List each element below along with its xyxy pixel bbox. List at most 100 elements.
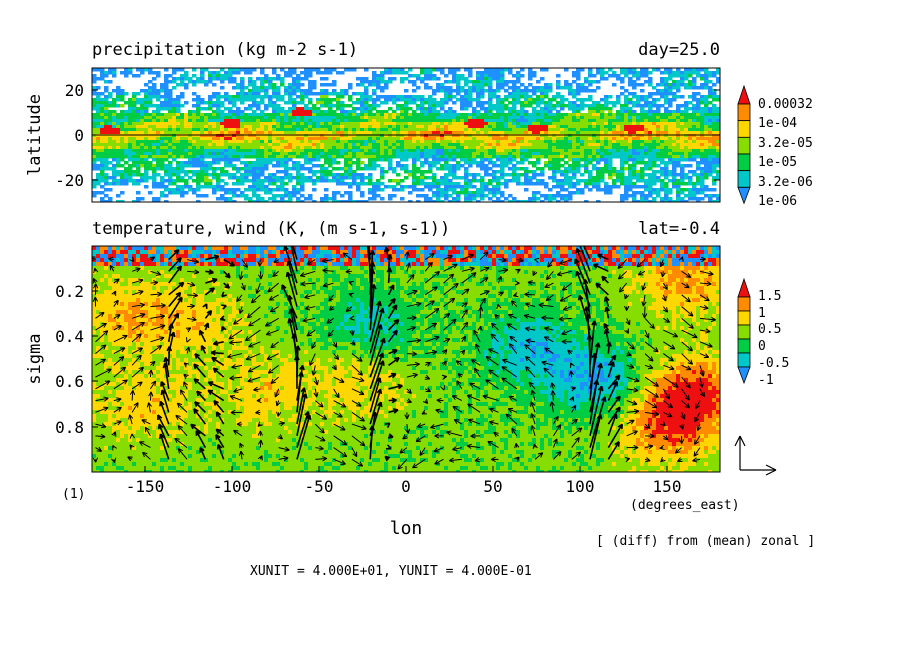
precip-cell <box>652 131 657 135</box>
precip-cell <box>368 146 373 150</box>
precip-cell <box>148 191 153 195</box>
precip-cell <box>292 80 297 84</box>
precip-cell <box>444 158 449 162</box>
precip-cell <box>356 176 361 180</box>
precip-cell <box>684 125 689 129</box>
precip-cell <box>564 161 569 165</box>
precip-cell <box>176 107 181 111</box>
precip-cell <box>228 173 233 177</box>
precip-cell <box>540 155 545 159</box>
precip-cell <box>352 176 357 180</box>
precip-cell <box>608 176 613 180</box>
precip-cell <box>240 152 245 156</box>
precip-cell <box>140 140 145 144</box>
precip-cell <box>344 176 349 180</box>
precip-cell <box>512 167 517 171</box>
precip-cell <box>588 158 593 162</box>
precip-cell <box>512 95 517 99</box>
precip-cell <box>352 110 357 114</box>
precip-cell <box>368 98 373 102</box>
precip-cell <box>196 146 201 150</box>
precip-cell <box>324 188 329 192</box>
precip-cell <box>620 167 625 171</box>
precip-cell <box>196 113 201 117</box>
precip-cell <box>592 134 597 138</box>
precip-cell <box>464 125 469 129</box>
precip-cell <box>440 89 445 93</box>
precip-cell <box>488 167 493 171</box>
precip-cell <box>452 152 457 156</box>
precip-cell <box>312 164 317 168</box>
precip-cell <box>300 128 305 132</box>
precip-cell <box>536 140 541 144</box>
precip-cell <box>708 74 713 78</box>
precip-cell <box>488 119 493 123</box>
precip-cell <box>604 77 609 81</box>
precip-cell <box>200 158 205 162</box>
precip-cell <box>116 152 121 156</box>
precip-cell <box>596 113 601 117</box>
precip-cell <box>176 191 181 195</box>
precip-cell <box>492 71 497 75</box>
precip-cell <box>576 116 581 120</box>
precip-cell <box>424 77 429 81</box>
precip-cell <box>308 176 313 180</box>
precip-cell <box>164 89 169 93</box>
precip-cell <box>400 149 405 153</box>
precip-cell <box>292 113 297 117</box>
precip-cell <box>660 119 665 123</box>
precip-cell <box>700 101 705 105</box>
precip-cell <box>200 98 205 102</box>
precip-cell <box>584 182 589 186</box>
precip-cell <box>624 68 629 72</box>
precip-cell <box>252 125 257 129</box>
precip-cell <box>188 125 193 129</box>
precip-cell <box>148 116 153 120</box>
precip-cell <box>356 116 361 120</box>
precip-cell <box>248 152 253 156</box>
precip-cell <box>320 95 325 99</box>
precip-cell <box>232 77 237 81</box>
precip-cell <box>536 95 541 99</box>
precip-cell <box>448 167 453 171</box>
precip-cell <box>216 179 221 183</box>
precip-cell <box>688 140 693 144</box>
precip-cell <box>324 143 329 147</box>
precip-cell <box>252 140 257 144</box>
precip-cell <box>224 149 229 153</box>
precip-cell <box>684 149 689 153</box>
precip-cell <box>140 158 145 162</box>
precip-cell <box>148 98 153 102</box>
precip-cell <box>100 179 105 183</box>
precip-cell <box>588 125 593 129</box>
precip-cell <box>612 155 617 159</box>
precip-cell <box>656 98 661 102</box>
precip-cell <box>548 140 553 144</box>
precip-cell <box>536 131 541 135</box>
precip-cell <box>300 113 305 117</box>
precip-cell <box>476 149 481 153</box>
precip-cell <box>548 107 553 111</box>
precip-cell <box>704 95 709 99</box>
precip-cell <box>708 80 713 84</box>
precip-cell <box>396 182 401 186</box>
precip-cell <box>656 170 661 174</box>
precip-cell <box>208 122 213 126</box>
precip-cell <box>184 119 189 123</box>
precip-cell <box>284 119 289 123</box>
precip-cell <box>304 176 309 180</box>
precip-cell <box>212 83 217 87</box>
precip-cell <box>236 128 241 132</box>
precip-cell <box>648 101 653 105</box>
precip-cell <box>256 185 261 189</box>
precip-cell <box>284 152 289 156</box>
precip-cell <box>256 77 261 81</box>
precip-cell <box>404 101 409 105</box>
precip-cell <box>628 170 633 174</box>
precip-cell <box>572 131 577 135</box>
precip-cell <box>484 89 489 93</box>
precip-cell <box>292 191 297 195</box>
precip-cell <box>652 152 657 156</box>
precip-cell <box>292 68 297 72</box>
precip-cell <box>280 80 285 84</box>
